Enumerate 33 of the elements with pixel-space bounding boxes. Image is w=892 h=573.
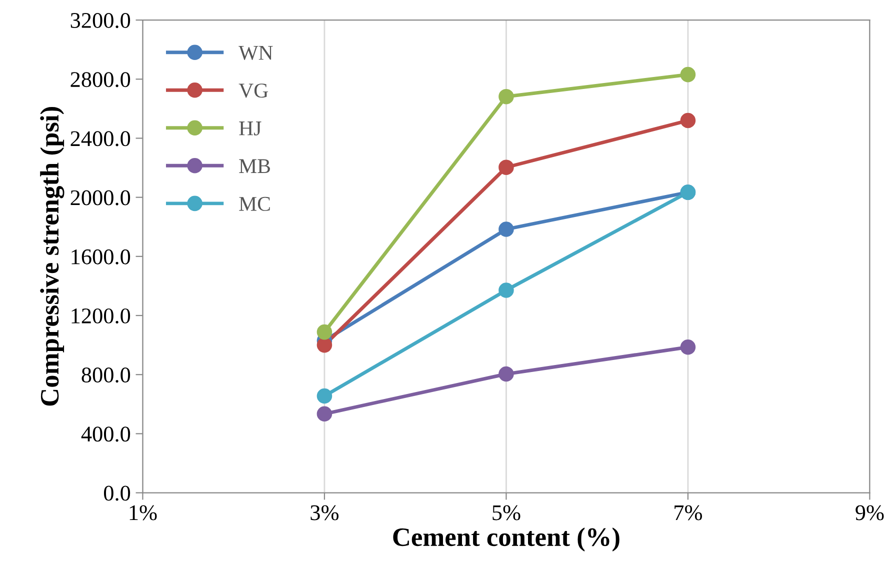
x-tick-label: 9% xyxy=(856,505,884,520)
x-tick-label: 3% xyxy=(310,505,339,520)
point xyxy=(316,406,332,422)
point xyxy=(498,222,514,237)
point xyxy=(316,388,332,404)
y-axis-title: Compressive strength (psi) xyxy=(40,107,64,406)
legend-label: WN xyxy=(238,46,273,60)
y-tick-label: 2800.0 xyxy=(70,72,130,88)
point xyxy=(680,339,696,355)
x-tick-label: 7% xyxy=(674,505,702,520)
point xyxy=(498,282,514,298)
point xyxy=(680,66,696,82)
legend-label: VG xyxy=(238,84,268,98)
x-tick-label: 1% xyxy=(130,505,157,520)
point xyxy=(680,112,696,128)
point xyxy=(498,366,514,382)
point xyxy=(498,160,514,175)
y-tick-label: 3200.0 xyxy=(70,12,130,28)
y-tick-label: 800.0 xyxy=(82,368,130,383)
y-tick-label: 2000.0 xyxy=(70,190,130,206)
x-tick-label: 5% xyxy=(492,505,520,520)
y-tick-label: 0.0 xyxy=(104,486,130,501)
point xyxy=(316,324,332,340)
x-axis-title: Cement content (%) xyxy=(393,528,620,552)
legend-label: MB xyxy=(239,159,270,174)
y-tick-label: 1200.0 xyxy=(72,308,130,324)
y-tick-label: 2400.0 xyxy=(70,131,130,146)
legend-label: MC xyxy=(239,196,270,211)
legend-label: HJ xyxy=(239,122,262,136)
y-tick-label: 400.0 xyxy=(81,426,130,442)
y-tick-label: 1600.0 xyxy=(72,249,130,264)
point xyxy=(498,88,514,104)
point xyxy=(316,337,332,353)
